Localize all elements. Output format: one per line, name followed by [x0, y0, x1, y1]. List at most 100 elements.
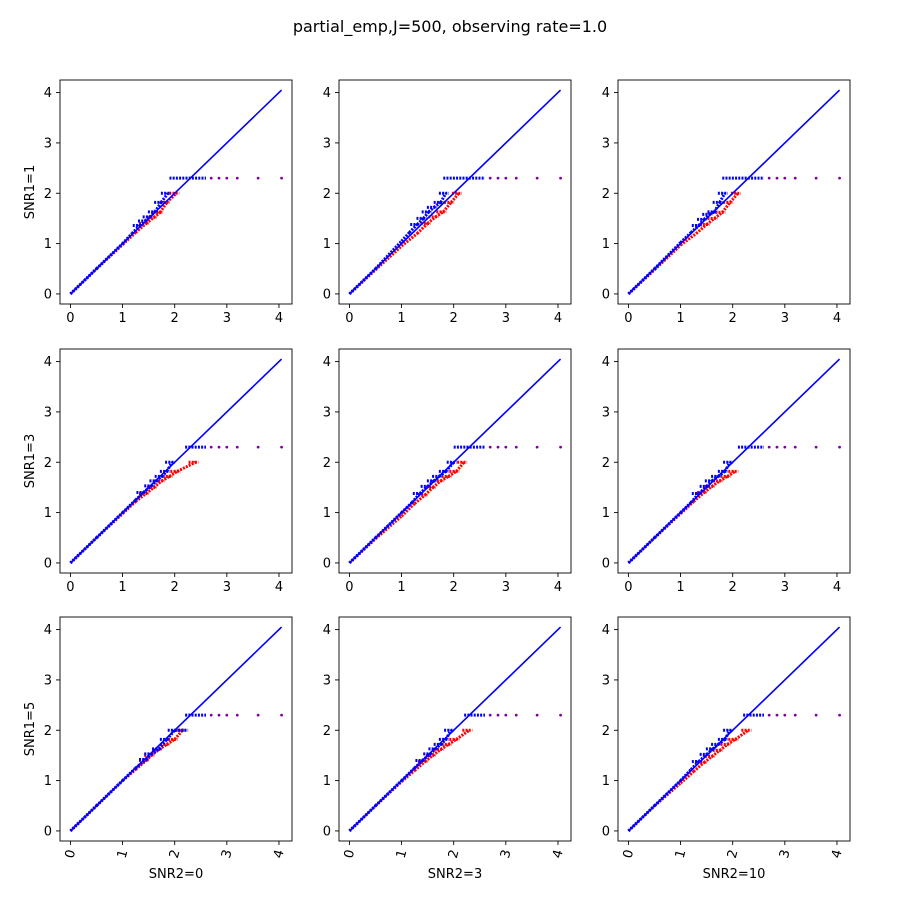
x-tick-label: 1: [118, 311, 126, 326]
y-tick-label: 4: [602, 623, 610, 638]
x-tick-label: 2: [450, 311, 458, 326]
x-tick-label: 0: [624, 580, 632, 595]
x-tick-label: 0: [66, 580, 74, 595]
x-tick-label: 0: [624, 311, 632, 326]
red-series-segment: [158, 201, 169, 214]
cap-tail-point: [838, 445, 841, 449]
red-series-segment: [134, 222, 148, 234]
cap-tail-point: [514, 713, 518, 717]
blue-series-segment: [400, 231, 411, 243]
red-series-segment: [400, 232, 419, 248]
cap-tail-point: [504, 176, 508, 180]
row-label-3: SNR1=5: [23, 702, 38, 756]
y-tick-label: 2: [44, 187, 52, 202]
blue-series-segment: [157, 738, 169, 750]
cap-tail-point: [793, 445, 797, 449]
y-tick-label: 0: [323, 287, 331, 302]
y-tick-label: 1: [602, 506, 610, 521]
x-tick-label: 2: [167, 848, 184, 860]
cap-tail-point: [235, 713, 239, 717]
col-label-1: SNR2=0: [149, 867, 203, 882]
col-label-3: SNR2=10: [703, 867, 766, 882]
x-tick-label: 1: [676, 580, 684, 595]
y-tick-label: 2: [602, 724, 610, 739]
panel-r3-c2: 0 1 2 3 4 0 1 2 3 4: [323, 616, 572, 860]
y-tick-label: 2: [44, 456, 52, 471]
red-series-segment: [679, 770, 695, 785]
cap-tail-point: [496, 176, 500, 180]
cap-tail-point: [280, 176, 283, 180]
red-series-segment: [449, 192, 461, 204]
blue-series-segment: [718, 192, 727, 204]
cap-tail-point: [217, 176, 221, 180]
y-tick-label: 3: [323, 405, 331, 420]
diagonal-line: [627, 626, 841, 832]
cap-tail-point: [256, 176, 260, 180]
y-tick-label: 1: [323, 774, 331, 789]
y-tick-label: 1: [602, 237, 610, 252]
cap-tail-point: [280, 713, 283, 717]
panel-r2-c2: 0 1 2 3 4 0 1 2 3 4: [323, 348, 572, 595]
x-tick-label: 0: [621, 848, 638, 860]
cap-tail-point: [775, 176, 779, 180]
red-series-segment: [400, 769, 416, 783]
subplot-grid: 0 1 2 3 4 0 1 2 3 4 0 1 2 3 4 0 1 2 3 4 0 1 2 3 4 0 1 2 3 4 0 1 2 3 4 0 1 2 3 4…: [44, 79, 851, 860]
cap-tail-point: [514, 176, 518, 180]
red-series-segment: [173, 729, 184, 741]
cap-tail-point: [783, 176, 787, 180]
red-series-segment: [455, 729, 471, 741]
x-tick-label: 3: [223, 311, 231, 326]
x-tick-label: 2: [729, 311, 737, 326]
panel-r3-c3: 0 1 2 3 4 0 1 2 3 4: [602, 616, 851, 860]
y-tick-label: 2: [602, 187, 610, 202]
x-tick-label: 2: [450, 580, 458, 595]
red-series-segment: [413, 760, 427, 772]
x-tick-label: 3: [781, 580, 789, 595]
y-tick-label: 3: [602, 673, 610, 688]
y-tick-label: 0: [44, 287, 52, 302]
red-series-segment: [692, 491, 706, 503]
x-tick-label: 3: [223, 580, 231, 595]
x-tick-label: 4: [550, 848, 567, 860]
x-tick-label: 3: [777, 848, 794, 860]
y-tick-label: 3: [44, 136, 52, 151]
cap-tail-point: [783, 445, 787, 449]
red-series-segment: [176, 460, 197, 473]
cap-tail-point: [488, 445, 492, 449]
blue-series-segment: [159, 192, 170, 204]
x-tick-label: 3: [502, 580, 510, 595]
red-series-segment: [442, 201, 453, 213]
y-tick-label: 0: [602, 556, 610, 571]
cap-tail-point: [767, 713, 771, 717]
y-tick-label: 2: [44, 724, 52, 739]
y-tick-label: 1: [44, 506, 52, 521]
diagonal-line: [69, 358, 283, 564]
blue-series-segment: [408, 223, 419, 234]
y-tick-label: 3: [323, 673, 331, 688]
y-tick-label: 4: [323, 86, 331, 101]
cap-tail-point: [838, 176, 841, 180]
cap-tail-point: [793, 176, 797, 180]
cap-tail-point: [767, 445, 771, 449]
cap-tail-point: [235, 176, 239, 180]
cap-tail-point: [225, 176, 229, 180]
x-tick-label: 4: [275, 580, 283, 595]
x-tick-label: 1: [397, 311, 405, 326]
cap-tail-point: [504, 713, 508, 717]
y-tick-label: 1: [602, 774, 610, 789]
cap-tail-point: [535, 713, 539, 717]
y-tick-label: 1: [44, 237, 52, 252]
y-tick-label: 2: [323, 724, 331, 739]
y-tick-label: 2: [323, 456, 331, 471]
x-tick-label: 4: [829, 848, 846, 860]
cap-tail-point: [504, 445, 508, 449]
red-series-segment: [728, 192, 740, 204]
figure-title: partial_emp,J=500, observing rate=1.0: [293, 17, 607, 37]
cap-tail-point: [559, 445, 562, 449]
y-tick-label: 0: [602, 287, 610, 302]
y-tick-label: 3: [44, 673, 52, 688]
x-tick-label: 1: [118, 580, 126, 595]
x-tick-label: 2: [729, 580, 737, 595]
cap-tail-point: [767, 176, 771, 180]
x-tick-label: 2: [725, 848, 742, 860]
